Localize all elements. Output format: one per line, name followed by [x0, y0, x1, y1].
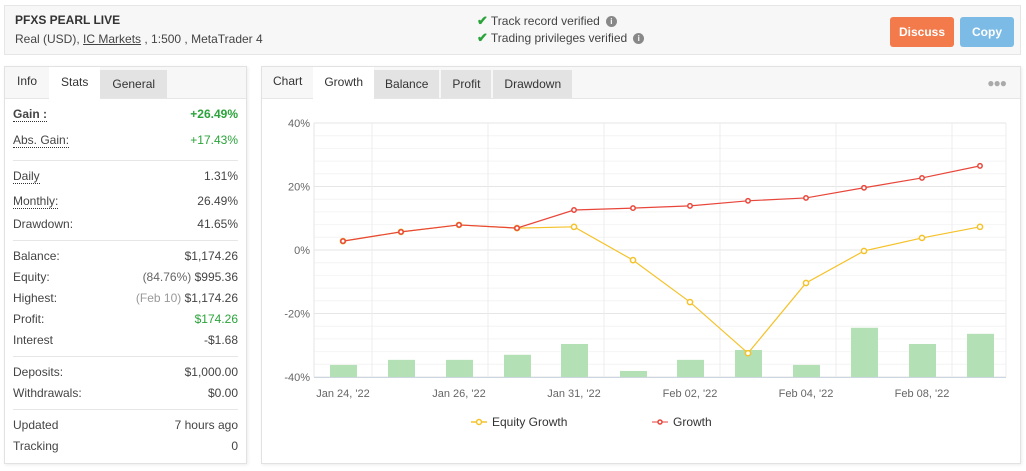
stat-label: Profit: [13, 312, 45, 326]
svg-text:Feb 02, '22: Feb 02, '22 [663, 388, 718, 400]
stat-label: Balance: [13, 249, 60, 263]
stat-value: $1,000.00 [184, 365, 238, 379]
stats-panel: Info Stats General Gain : +26.49% Abs. G… [4, 66, 247, 464]
tab-profit[interactable]: Profit [441, 70, 492, 98]
check-icon: ✔ [477, 13, 488, 28]
divider [13, 409, 238, 410]
discuss-button[interactable]: Discuss [890, 17, 954, 47]
tab-stats[interactable]: Stats [49, 67, 101, 99]
stat-value: $174.26 [194, 312, 238, 326]
stat-updated: Updated 7 hours ago [13, 415, 238, 436]
svg-text:Feb 04, '22: Feb 04, '22 [779, 388, 834, 400]
stat-label[interactable]: Abs. Gain: [13, 133, 70, 148]
verification-trading-privileges: ✔ Trading privileges verified i [477, 30, 645, 46]
stat-label: Deposits: [13, 365, 64, 379]
stat-daily: Daily 1.31% [13, 166, 238, 187]
stat-value: $0.00 [207, 386, 238, 400]
stat-value: 41.65% [197, 217, 238, 231]
verification-track-record: ✔ Track record verified i [477, 13, 617, 29]
svg-text:Jan 31, '22: Jan 31, '22 [547, 388, 600, 400]
stat-label[interactable]: Gain : [13, 107, 48, 122]
divider [13, 356, 238, 357]
stat-monthly: Monthly: 26.49% [13, 191, 238, 212]
verification-label: Track record verified [490, 14, 600, 28]
svg-text:0%: 0% [294, 245, 310, 257]
stat-label[interactable]: Monthly: [13, 194, 59, 209]
svg-text:Growth: Growth [673, 415, 712, 429]
check-icon: ✔ [477, 30, 488, 45]
stat-drawdown: Drawdown: 41.65% [13, 214, 238, 235]
copy-button[interactable]: Copy [960, 17, 1014, 47]
stat-note: (Feb 10) [135, 291, 182, 305]
info-icon[interactable]: i [605, 15, 617, 27]
svg-text:-20%: -20% [284, 309, 310, 321]
stat-profit: Profit: $174.26 [13, 309, 238, 330]
tab-drawdown[interactable]: Drawdown [493, 70, 573, 98]
stat-value: +26.49% [190, 107, 238, 121]
svg-text:Jan 26, '22: Jan 26, '22 [432, 388, 485, 400]
svg-text:Jan 24, '22: Jan 24, '22 [316, 388, 369, 400]
divider [13, 160, 238, 161]
stat-deposits: Deposits: $1,000.00 [13, 362, 238, 383]
account-header: PFXS PEARL LIVE Real (USD), IC Markets ,… [4, 5, 1021, 55]
stat-label: Tracking [13, 439, 59, 453]
stat-abs-gain: Abs. Gain: +17.43% [13, 130, 238, 151]
account-title: PFXS PEARL LIVE [15, 13, 121, 27]
stat-interest: Interest -$1.68 [13, 330, 238, 351]
stat-label: Withdrawals: [13, 386, 82, 400]
stat-label: Updated [13, 418, 59, 432]
stat-value: 0 [231, 439, 238, 453]
stat-gain: Gain : +26.49% [13, 104, 238, 125]
info-icon[interactable]: i [633, 32, 645, 44]
svg-text:-40%: -40% [284, 372, 310, 384]
tab-growth[interactable]: Growth [313, 67, 375, 99]
svg-text:20%: 20% [288, 182, 310, 194]
stat-label[interactable]: Daily [13, 169, 40, 184]
more-icon[interactable]: ●●● [987, 76, 1007, 90]
stat-value: 26.49% [197, 194, 238, 208]
stat-value: +17.43% [190, 133, 238, 147]
tab-balance[interactable]: Balance [374, 70, 440, 98]
stat-value: 7 hours ago [174, 418, 238, 432]
chart-panel: Chart Growth Balance Profit Drawdown ●●●… [261, 66, 1021, 464]
account-leverage-platform: , 1:500 , MetaTrader 4 [144, 32, 263, 46]
svg-text:Equity Growth: Equity Growth [492, 415, 567, 429]
stat-label: Interest [13, 333, 54, 347]
stat-highest: Highest: (Feb 10) $1,174.26 [13, 288, 238, 309]
stat-value: -$1.68 [203, 333, 238, 347]
stat-label: Highest: [13, 291, 58, 305]
stat-value: $1,174.26 [184, 291, 238, 305]
svg-text:40%: 40% [288, 118, 310, 130]
stat-withdrawals: Withdrawals: $0.00 [13, 383, 238, 404]
growth-chart: 40% 20% 0% -20% -40% Jan 24, '22 Jan 26, '22 Ja… [284, 118, 1007, 429]
account-type: Real (USD), [15, 32, 80, 46]
stat-label: Drawdown: [13, 217, 74, 231]
stats-tabs: Info Stats General [5, 67, 246, 99]
divider [13, 240, 238, 241]
verification-label: Trading privileges verified [490, 31, 628, 45]
tab-chart[interactable]: Chart [273, 74, 303, 88]
stat-equity: Equity: (84.76%) $995.36 [13, 267, 238, 288]
stat-label: Equity: [13, 270, 50, 284]
stat-note: (84.76%) [142, 270, 192, 284]
stat-balance: Balance: $1,174.26 [13, 246, 238, 267]
broker-link[interactable]: IC Markets [83, 32, 142, 46]
tab-general[interactable]: General [100, 70, 168, 98]
stat-value: $1,174.26 [184, 249, 238, 263]
stat-tracking: Tracking 0 [13, 436, 238, 457]
tab-info[interactable]: Info [17, 74, 38, 88]
chart-tabs: Chart Growth Balance Profit Drawdown ●●● [262, 67, 1020, 99]
stat-value: $995.36 [194, 270, 238, 284]
svg-text:Feb 08, '22: Feb 08, '22 [895, 388, 950, 400]
account-subtitle: Real (USD), IC Markets , 1:500 , MetaTra… [15, 32, 263, 46]
stat-value: 1.31% [203, 169, 238, 183]
